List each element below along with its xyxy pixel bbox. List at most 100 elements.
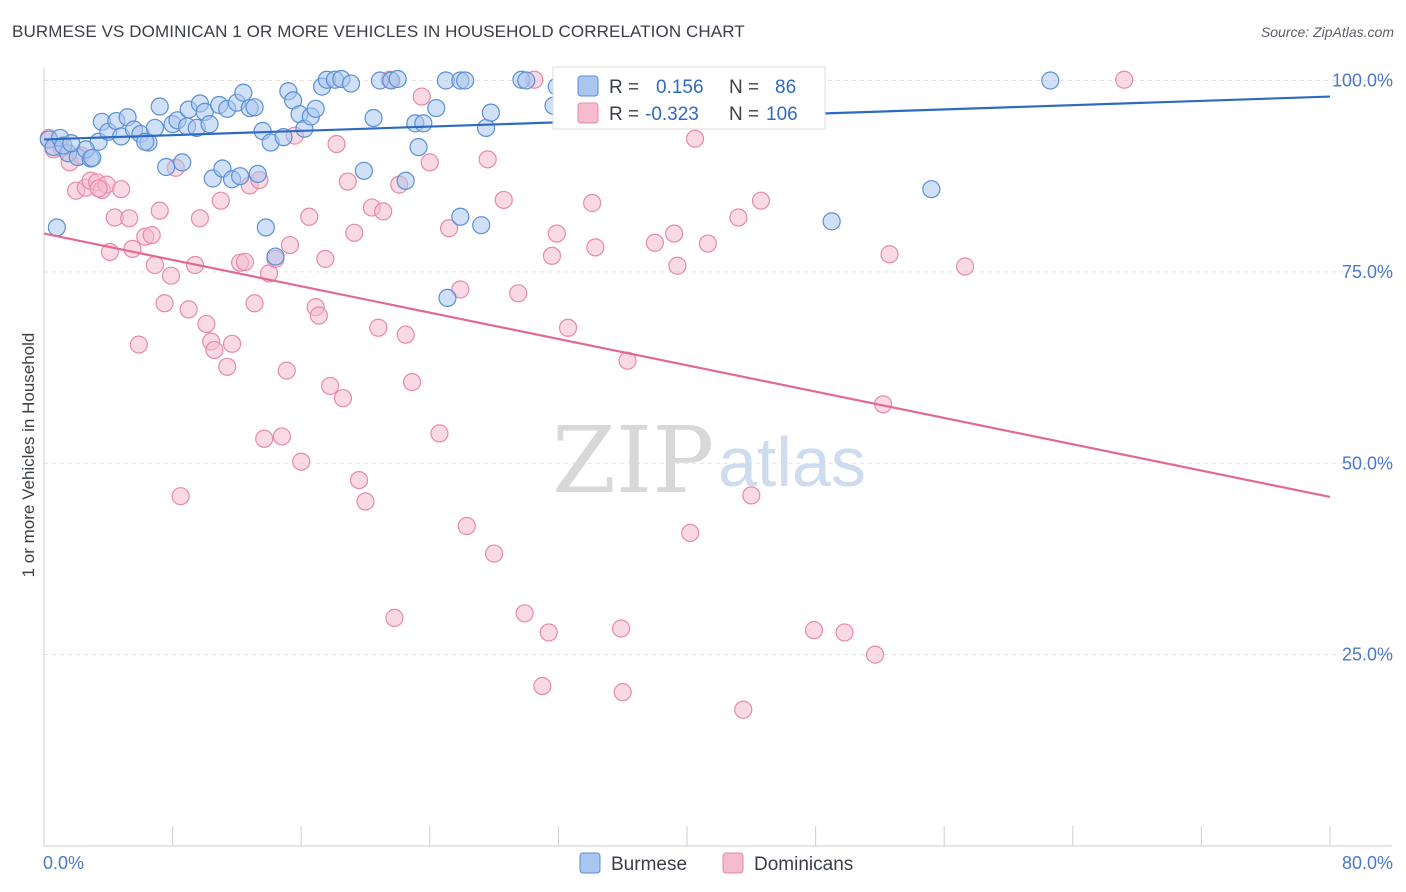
dominican-point-66: [412, 87, 431, 106]
dominican-point-103: [955, 257, 975, 276]
watermark-zip: ZIP: [552, 407, 714, 514]
dominican-point-51: [321, 376, 340, 396]
burmese-point-33: [234, 83, 253, 102]
dominican-point-28: [197, 314, 216, 334]
legend-r-value-dominican: -0.323: [645, 104, 699, 125]
burmese-point-65: [456, 71, 475, 90]
legend-swatch-dominican: [577, 102, 599, 124]
dominican-point-30: [205, 340, 224, 360]
legend-r-value-burmese: 0.156: [656, 77, 704, 98]
dominican-point-22: [161, 266, 181, 285]
legend-swatch-burmese: [577, 75, 599, 97]
dominican-point-74: [494, 190, 513, 210]
burmese-point-57: [388, 69, 407, 89]
bottom-legend-dominican: Dominicans: [754, 854, 853, 875]
burmese-point-61: [414, 114, 433, 133]
dominican-point-56: [349, 470, 369, 490]
burmese-point-85: [231, 167, 250, 186]
legend-n-label-dominican: N =: [729, 104, 759, 125]
dominican-point-81: [547, 224, 566, 243]
bottom-legend-swatch-dominican: [722, 852, 744, 874]
burmese-point-77: [922, 180, 941, 199]
dominican-point-85: [611, 619, 631, 638]
dominican-point-53: [333, 389, 353, 408]
dominican-point-24: [171, 487, 190, 506]
dominican-point-98: [804, 621, 824, 640]
dominican-point-95: [734, 700, 753, 719]
dominican-point-62: [385, 608, 404, 627]
dominican-point-80: [542, 246, 562, 265]
dominican-point-68: [430, 424, 449, 443]
dominican-point-27: [190, 209, 210, 228]
burmese-point-62: [427, 98, 446, 118]
x-tick-label-1: 80.0%: [1342, 853, 1393, 873]
dominican-point-71: [457, 516, 476, 536]
burmese-point-47: [306, 99, 325, 118]
legend-r-label-dominican: R =: [609, 104, 639, 125]
burmese-point-70: [481, 103, 500, 122]
series-legend: Burmese Dominicans: [579, 852, 853, 875]
dominican-point-50: [316, 249, 335, 268]
burmese-point-69: [476, 118, 496, 138]
burmese-point-84: [136, 132, 155, 151]
dominican-point-88: [645, 233, 664, 252]
burmese-point-82: [83, 148, 102, 167]
chart-title: BURMESE VS DOMINICAN 1 OR MORE VEHICLES …: [12, 22, 745, 41]
watermark: ZIP atlas: [552, 407, 866, 514]
correlation-legend: R = 0.156 N = 86 R = -0.323 N = 106: [552, 66, 826, 130]
dominican-trend-line: [43, 232, 1331, 499]
grid-lines: [44, 80, 1392, 656]
burmese-point-68: [472, 216, 491, 235]
burmese-point-72: [517, 71, 536, 90]
dominican-point-100: [865, 645, 885, 664]
dominican-point-99: [835, 623, 854, 642]
dominican-point-72: [478, 150, 497, 169]
dominican-point-20: [150, 201, 169, 220]
y-tick-label-2: 50.0%: [1342, 453, 1393, 473]
y-axis-label: 1 or more Vehicles in Household: [19, 333, 38, 578]
dominican-point-35: [235, 252, 255, 272]
dominican-point-73: [485, 544, 504, 563]
dominican-point-93: [698, 234, 717, 253]
legend-n-label-burmese: N =: [729, 77, 759, 98]
dominican-point-14: [120, 209, 139, 228]
dominican-point-54: [338, 172, 357, 191]
dominican-point-82: [558, 318, 578, 337]
dominican-point-57: [356, 492, 375, 511]
bottom-legend-burmese: Burmese: [611, 854, 687, 875]
dominican-points: [39, 70, 1134, 719]
dominican-point-86: [613, 683, 632, 702]
burmese-point-36: [248, 164, 267, 183]
burmese-point-76: [822, 212, 841, 231]
dominican-point-76: [515, 604, 534, 623]
burmese-point-26: [200, 115, 219, 134]
dominican-point-96: [742, 486, 761, 505]
legend-n-value-burmese: 86: [775, 77, 796, 98]
burmese-point-52: [341, 74, 361, 93]
burmese-points: [39, 69, 1060, 308]
dominican-point-59: [369, 318, 388, 337]
dominican-point-105: [89, 179, 108, 198]
burmese-point-40: [266, 247, 285, 266]
source-credit: Source: ZipAtlas.com: [1260, 24, 1394, 40]
dominican-point-104: [1115, 70, 1134, 89]
burmese-point-66: [438, 288, 457, 308]
dominican-point-18: [142, 226, 161, 245]
dominican-point-60: [374, 202, 393, 221]
dominican-point-33: [222, 334, 242, 353]
bottom-legend-swatch-burmese: [579, 852, 601, 874]
dominican-point-94: [729, 208, 748, 227]
dominican-point-64: [396, 325, 415, 344]
watermark-atlas: atlas: [718, 423, 866, 501]
y-tick-label-3: 25.0%: [1342, 645, 1393, 665]
burmese-point-16: [150, 97, 169, 116]
burmese-point-58: [396, 171, 415, 190]
dominican-point-69: [439, 219, 459, 238]
dominican-point-32: [218, 357, 237, 376]
legend-n-value-dominican: 106: [766, 104, 798, 125]
dominican-point-39: [255, 429, 274, 448]
dominican-point-25: [179, 300, 198, 319]
burmese-point-17: [157, 157, 176, 177]
burmese-point-60: [409, 137, 428, 157]
axes: [43, 68, 1392, 847]
